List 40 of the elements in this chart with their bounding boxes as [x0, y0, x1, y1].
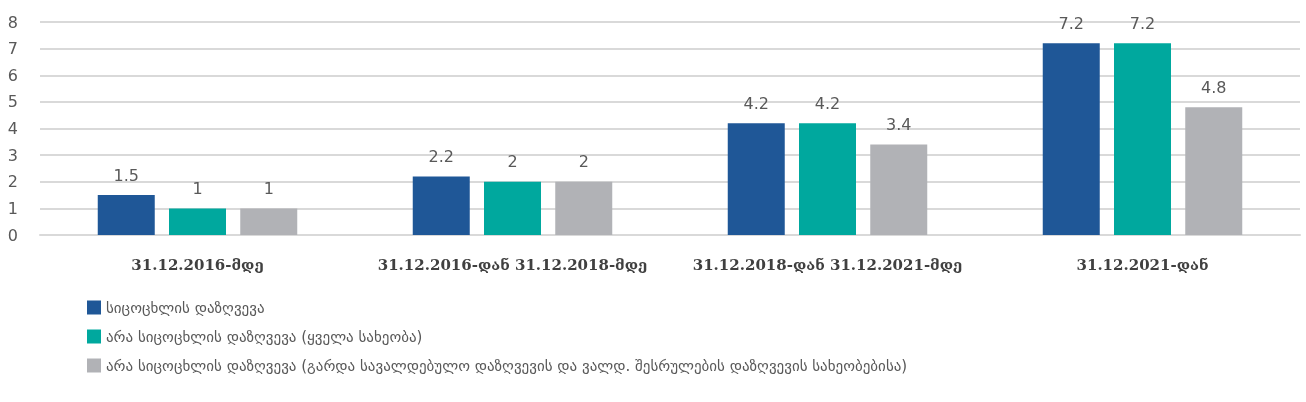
y-tick-label: 4 — [7, 119, 18, 138]
y-tick-label: 5 — [7, 92, 18, 112]
bar — [240, 208, 298, 235]
bar — [97, 195, 155, 235]
legend-label: სიცოცხლის დაზღვევა — [106, 298, 265, 317]
data-label: 7.2 — [1058, 13, 1084, 33]
data-label: 7.2 — [1129, 13, 1156, 33]
y-tick-label: 8 — [7, 12, 18, 32]
x-tick-label: 31.12.2016-დან 31.12.2018-მდე — [377, 255, 648, 274]
bar — [799, 123, 856, 235]
x-tick-label: 31.12.2021-დან — [1076, 255, 1209, 274]
x-tick-label: 31.12.2018-დან 31.12.2021-მდე — [692, 255, 963, 274]
x-tick-label: 31.12.2016-მდე — [131, 255, 264, 274]
bar — [1042, 43, 1100, 235]
legend-label: არა სიცოცხლის დაზღვევა (ყველა სახეობა) — [106, 327, 423, 346]
data-label: 4.2 — [814, 93, 841, 113]
bar — [484, 181, 541, 235]
data-label: 4.8 — [1201, 77, 1227, 97]
bar — [727, 123, 785, 235]
y-tick-label: 1 — [7, 198, 18, 218]
bar — [412, 176, 470, 235]
bar — [1185, 107, 1243, 235]
bar — [870, 144, 928, 235]
y-tick-label: 3 — [7, 145, 18, 165]
bar — [555, 181, 613, 235]
bar — [169, 208, 226, 235]
data-label: 4.2 — [743, 93, 769, 113]
data-label: 3.4 — [886, 114, 912, 134]
y-tick-label: 7 — [7, 39, 18, 59]
data-label: 1 — [192, 178, 203, 198]
data-label: 2 — [507, 152, 518, 172]
y-tick-label: 0 — [7, 225, 18, 245]
y-tick-label: 6 — [7, 65, 18, 85]
bar — [1114, 43, 1171, 235]
legend-label: არა სიცოცხლის დაზღვევა (გარდა სავალდებულო დაზღვევის და ვალდ. შესრულების დაზღვევის სახეობებისა) — [106, 356, 908, 375]
data-label: 1 — [263, 178, 274, 198]
data-label: 1.5 — [113, 165, 139, 185]
data-label: 2 — [578, 152, 589, 172]
data-label: 2.2 — [428, 146, 454, 166]
y-tick-label: 2 — [7, 172, 18, 192]
